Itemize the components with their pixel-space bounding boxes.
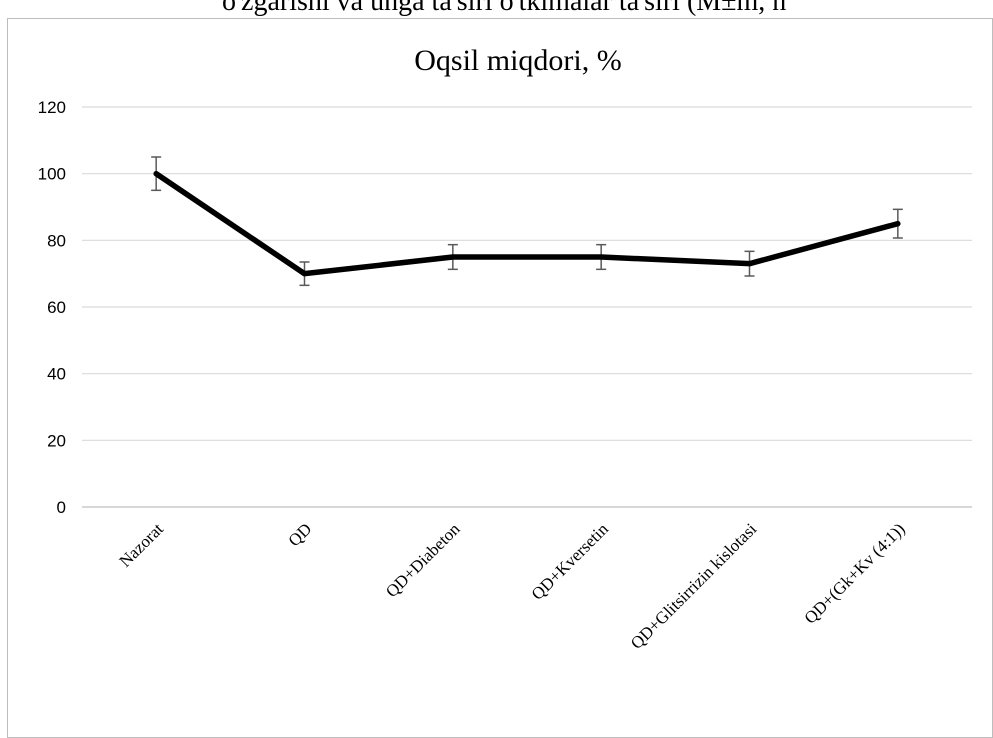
data-point	[747, 261, 752, 266]
y-tick-label: 0	[57, 498, 66, 517]
gridlines	[82, 106, 972, 508]
y-axis: 0 20 40 60 80 100 120	[38, 98, 66, 517]
data-point	[599, 255, 604, 259]
y-tick-label: 20	[47, 431, 66, 450]
x-tick-label: QD+Diabeton	[382, 519, 464, 601]
x-axis: Nazorat QD QD+Diabeton QD+Kversetin QD+Glits…	[116, 519, 909, 653]
y-tick-label: 120	[38, 98, 66, 117]
x-tick-label: QD	[285, 519, 316, 550]
error-bars	[151, 156, 903, 287]
y-tick-label: 100	[38, 165, 66, 184]
x-tick-label: QD+Glitsirrizin kislotasi	[627, 519, 761, 653]
data-point	[154, 171, 159, 176]
x-tick-label: QD+(Gk+Kv (4:1))	[801, 519, 909, 627]
data-point	[450, 255, 455, 259]
x-tick-label: Nazorat	[116, 519, 168, 571]
series-line	[153, 170, 901, 277]
y-tick-label: 40	[47, 365, 66, 384]
series-line-layer	[153, 170, 901, 277]
y-tick-label: 60	[47, 298, 66, 317]
document-caption: o'zgarishi va unga ta'siri o'tkimalar ta…	[222, 0, 787, 17]
y-tick-label: 80	[47, 231, 66, 250]
chart: Oqsil miqdori, % 0 20 40 60 80 100 120 Nazorat…	[38, 44, 972, 653]
data-point	[895, 221, 900, 226]
data-point	[302, 271, 307, 276]
x-tick-label: QD+Kversetin	[528, 519, 613, 604]
page: o'zgarishi va unga ta'siri o'tkimalar ta…	[7, 0, 993, 738]
chart-title: Oqsil miqdori, %	[414, 44, 622, 77]
